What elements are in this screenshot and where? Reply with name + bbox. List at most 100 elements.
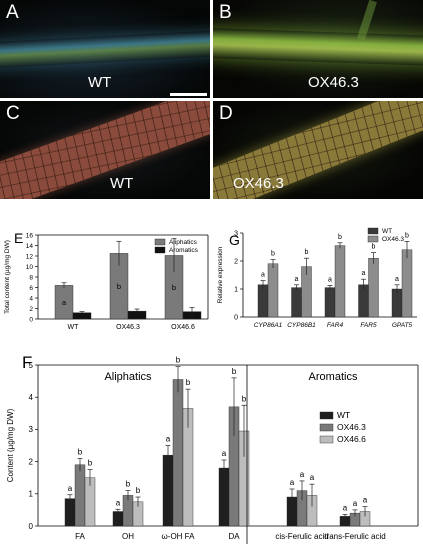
significance-letter: b	[126, 480, 131, 489]
significance-letter: a	[300, 470, 305, 479]
significance-letter: a	[116, 498, 121, 507]
significance-letter: b	[338, 234, 342, 241]
y-tick-label: 4	[29, 295, 33, 302]
x-tick-label: GPAT5	[392, 322, 413, 329]
y-tick-label: 14	[26, 243, 34, 250]
significance-letter: b	[372, 244, 376, 251]
bar	[368, 258, 379, 318]
photo-label: A	[6, 2, 19, 23]
bar	[64, 498, 76, 527]
y-tick-label: 12	[26, 253, 34, 260]
photo-label: B	[219, 2, 232, 23]
y-axis-title: Relative expression	[217, 246, 224, 303]
bar	[162, 454, 174, 527]
y-tick-label: 1	[29, 490, 34, 499]
legend-swatch	[367, 227, 379, 235]
legend-label: WT	[382, 228, 392, 235]
x-tick-label: cis-Ferulic acid	[275, 532, 328, 541]
significance-letter: b	[176, 356, 181, 365]
root-image	[0, 101, 210, 199]
root-image	[0, 29, 210, 69]
y-tick-label: 0	[29, 522, 34, 531]
x-tick-label: CYP86A1	[254, 322, 283, 329]
legend-label: WT	[337, 410, 350, 420]
x-tick-label: CYP86B1	[287, 322, 316, 329]
y-tick-label: 10	[26, 264, 34, 271]
significance-letter: b	[117, 282, 121, 291]
panel-label: G	[229, 232, 240, 248]
bar	[257, 284, 269, 318]
significance-letter: a	[310, 473, 315, 482]
legend-swatch	[319, 423, 334, 432]
chart-g: G 0 1 2 3 Relative expression a b CYP86A1 a b CYP86…	[217, 227, 417, 329]
bar	[391, 288, 403, 318]
y-tick-label: 16	[26, 232, 34, 239]
photo-caption: OX46.3	[233, 175, 284, 192]
y-tick-label: 0	[29, 316, 33, 323]
significance-letter: b	[78, 447, 83, 456]
photo-panel-c: C WT	[0, 101, 210, 199]
x-tick-label: DA	[228, 532, 240, 541]
x-tick-label: WT	[68, 324, 80, 331]
significance-letter: b	[242, 394, 247, 403]
significance-letter: a	[395, 276, 399, 283]
bar	[324, 287, 336, 318]
significance-letter: b	[136, 486, 141, 495]
significance-letter: a	[68, 484, 73, 493]
significance-letter: b	[305, 249, 309, 256]
y-tick-label: 2	[29, 306, 33, 313]
photo-panel-d: D OX46.3	[213, 101, 423, 199]
legend-swatch	[154, 238, 166, 246]
legend-label: OX46.3	[337, 422, 366, 432]
panel-label: E	[14, 230, 23, 246]
significance-letter: a	[261, 272, 265, 279]
y-tick-label: 8	[29, 274, 33, 281]
significance-letter: b	[405, 232, 409, 239]
y-tick-label: 5	[29, 361, 34, 370]
bar	[401, 249, 413, 318]
legend-swatch	[319, 435, 334, 444]
x-tick-label: ω-OH FA	[162, 532, 196, 541]
significance-letter: a	[222, 449, 227, 458]
legend-label: Aromatics	[169, 247, 199, 254]
legend-swatch	[367, 235, 379, 243]
legend-label: OX46.6	[337, 434, 366, 444]
x-tick-label: FAR4	[327, 322, 344, 329]
photo-panel-a: A WT	[0, 0, 210, 98]
y-tick-label: 4	[29, 393, 34, 402]
legend-label: Aliphatics	[169, 239, 198, 246]
significance-letter: a	[290, 478, 295, 487]
significance-letter: b	[271, 251, 275, 258]
significance-letter: a	[363, 496, 368, 505]
photo-panel-b: B OX46.3	[213, 0, 423, 98]
significance-letter: a	[328, 276, 332, 283]
x-tick-label: OX46.3	[116, 324, 140, 331]
y-tick-label: 3	[234, 230, 238, 237]
photo-caption: WT	[110, 175, 134, 192]
x-tick-label: OX46.6	[171, 324, 195, 331]
photo-label: D	[219, 103, 233, 124]
legend-label: OX46.3	[382, 236, 404, 243]
significance-letter: a	[343, 503, 348, 512]
significance-letter: a	[166, 435, 171, 444]
legend-swatch	[319, 411, 334, 420]
y-tick-label: 3	[29, 425, 34, 434]
significance-letter: a	[62, 298, 67, 307]
chart-e: E 0 2 4 6 8 10 12 14 16 Total content (µg/mg DW) a W…	[4, 230, 209, 331]
bar	[334, 245, 346, 318]
significance-letter: a	[353, 499, 358, 508]
y-axis-title: Content (µg/mg DW)	[6, 408, 15, 482]
y-tick-label: 6	[29, 285, 33, 292]
y-tick-label: 0	[234, 314, 238, 321]
root-image	[213, 27, 423, 67]
y-tick-label: 1	[234, 286, 238, 293]
significance-letter: b	[232, 367, 237, 376]
photo-label: C	[6, 103, 20, 124]
y-axis-title: Total content (µg/mg DW)	[4, 240, 11, 314]
x-tick-label: FA	[75, 532, 85, 541]
group-title: Aromatics	[309, 371, 358, 383]
group-title: Aliphatics	[104, 371, 152, 383]
scale-bar	[170, 93, 207, 96]
panel-label: F	[22, 353, 32, 372]
